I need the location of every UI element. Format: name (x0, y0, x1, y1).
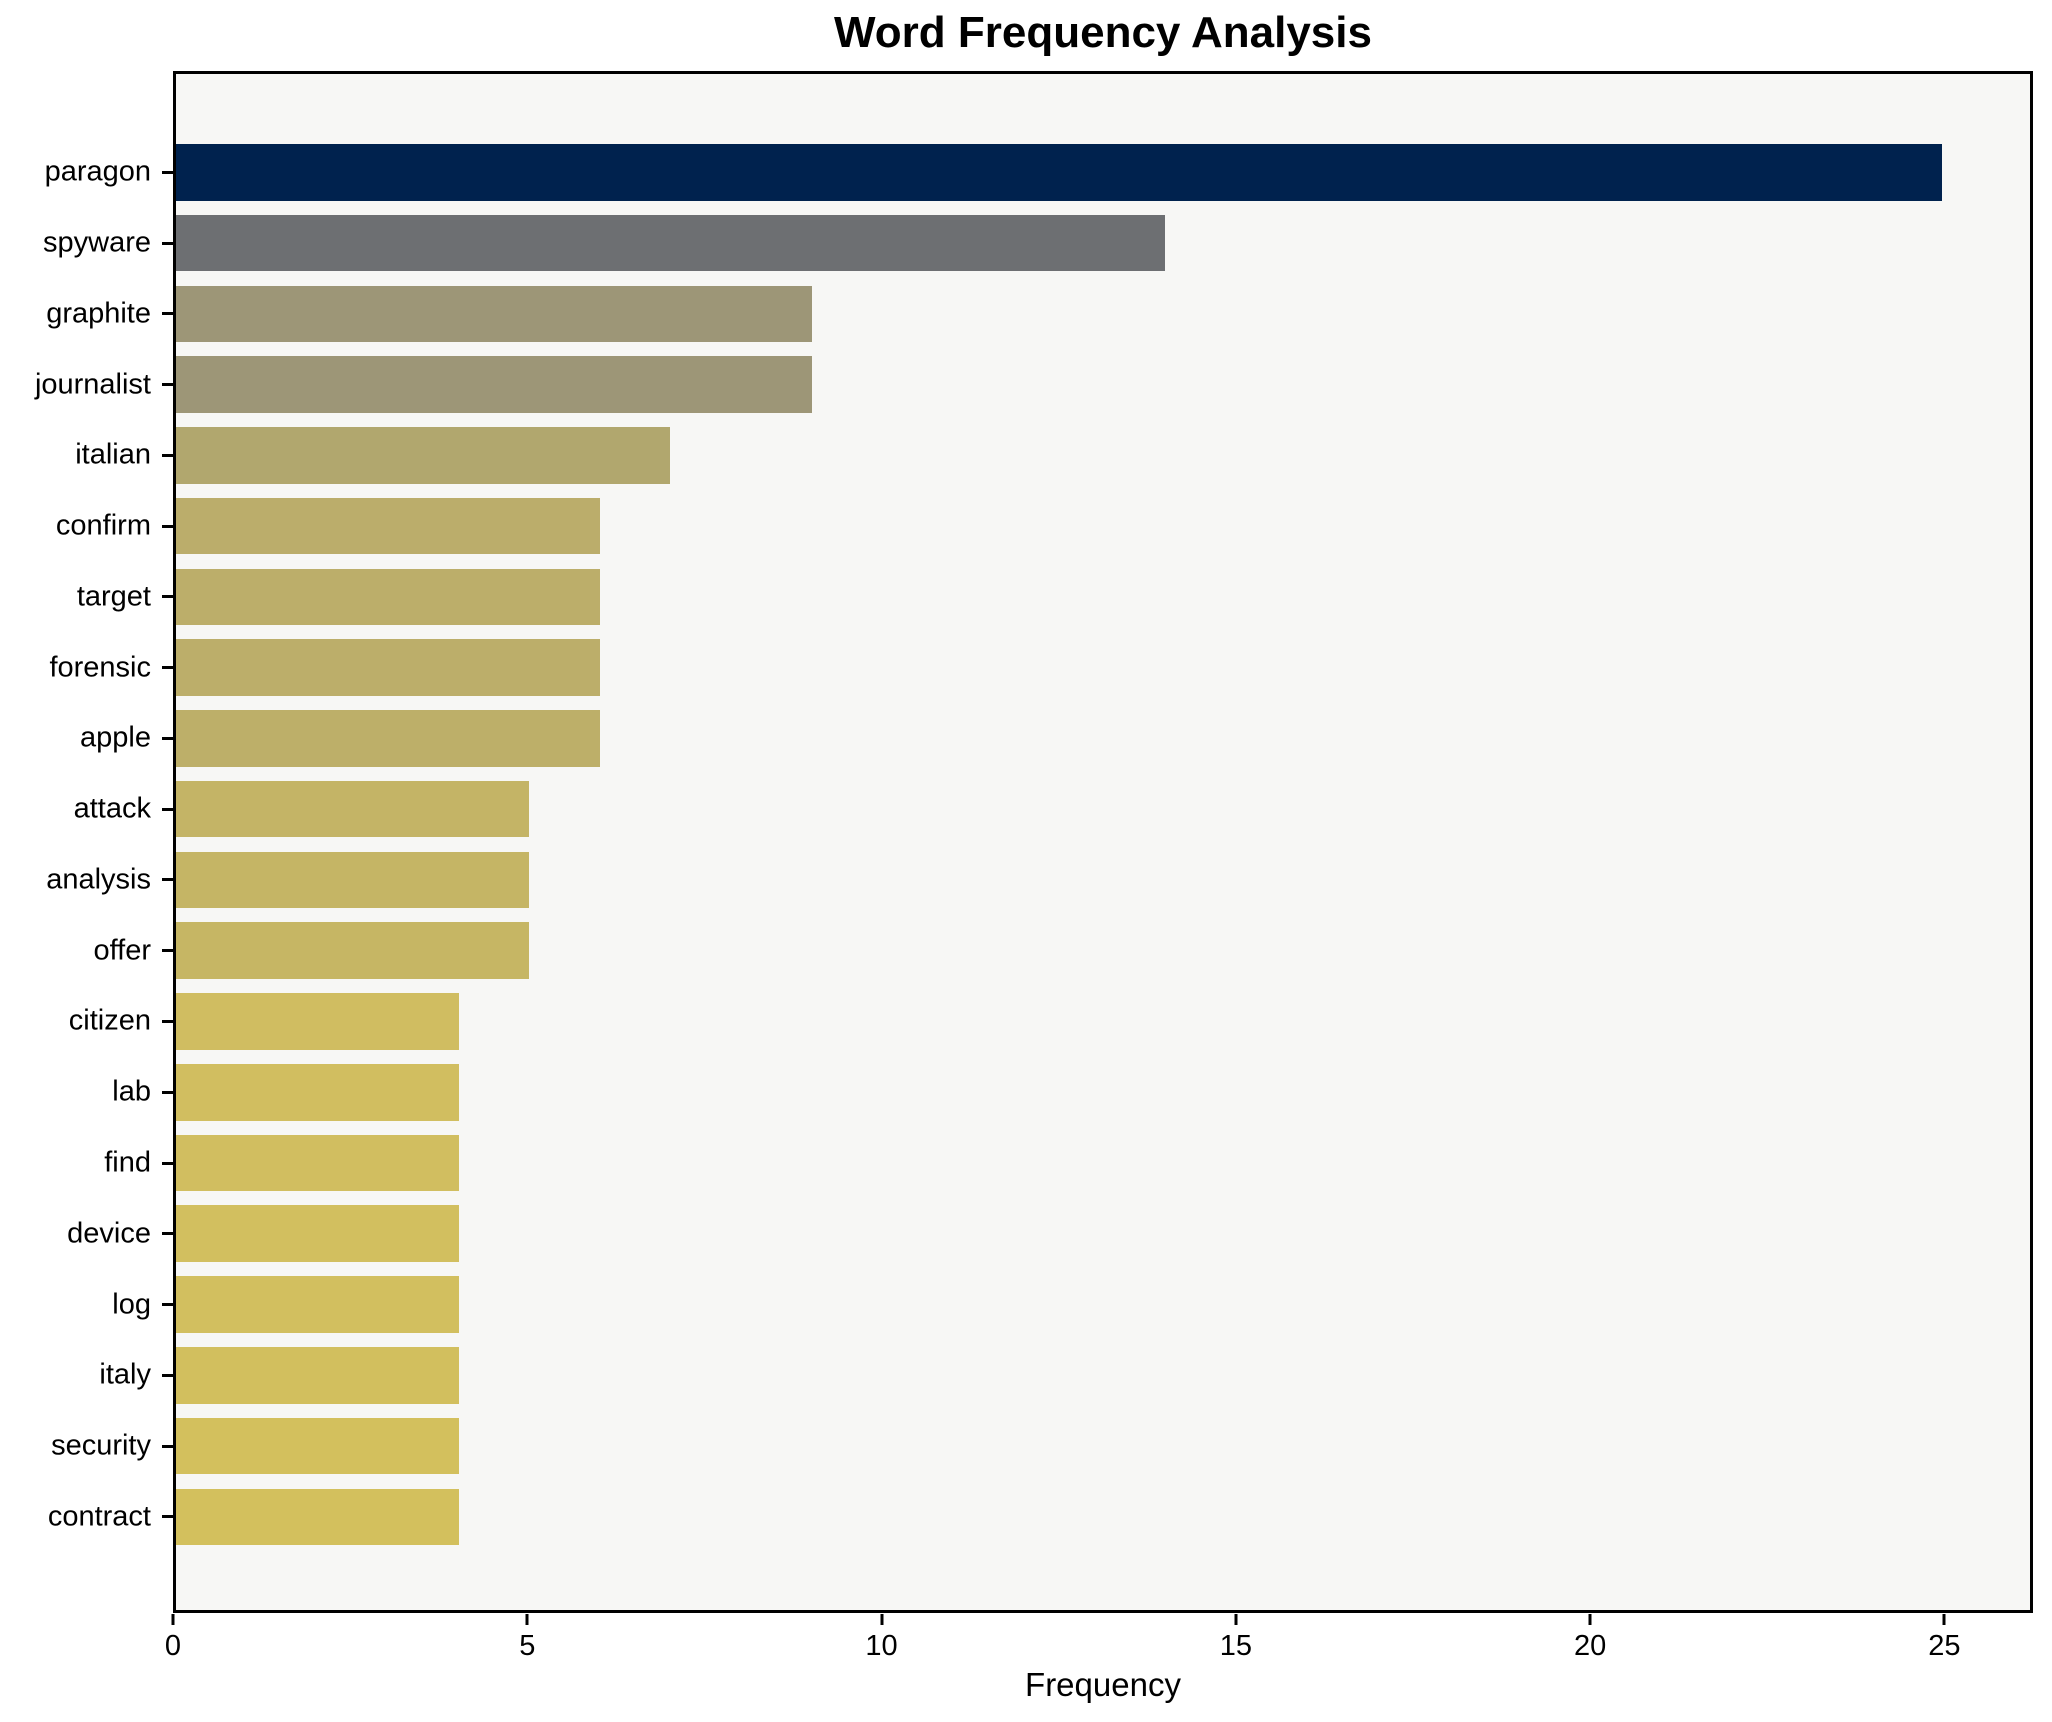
y-tick-label: italian (75, 438, 151, 471)
bar-row: lab (112, 1063, 2030, 1135)
bar-row: journalist (35, 356, 2030, 427)
y-tick-label: forensic (49, 651, 151, 684)
bar (176, 993, 459, 1050)
y-tick-mark (162, 1515, 173, 1519)
x-tick-mark (1234, 1614, 1238, 1625)
bar-row: confirm (56, 497, 2030, 569)
bar (176, 1205, 459, 1263)
x-tick-mark (880, 1614, 884, 1625)
y-tick-label: device (67, 1217, 151, 1250)
y-tick-mark (162, 1232, 173, 1236)
y-tick-mark (162, 807, 173, 811)
plot-area: paragon spyware graphite journalist italian c… (35, 71, 2033, 1613)
y-tick-mark (162, 312, 173, 316)
bar (176, 497, 600, 555)
y-tick-label: apple (80, 721, 151, 754)
y-tick-label: confirm (55, 509, 151, 542)
bar-row: device (67, 1205, 2030, 1276)
bar-row: log (112, 1276, 2030, 1347)
bar (176, 851, 530, 909)
y-tick-label: security (51, 1429, 151, 1462)
y-tick-mark (162, 1090, 173, 1094)
y-tick-label: offer (93, 934, 151, 967)
bar-row: spyware (43, 214, 2030, 286)
y-tick-label: attack (73, 792, 151, 825)
y-tick-label: italy (99, 1358, 151, 1391)
bar (176, 1417, 459, 1475)
bar-row: find (104, 1134, 2030, 1206)
bar (176, 356, 812, 413)
y-tick-label: spyware (43, 226, 151, 259)
bar (176, 780, 530, 838)
bar (176, 285, 812, 343)
bar (176, 144, 1942, 201)
y-tick-mark (162, 1444, 173, 1448)
y-tick-label: lab (112, 1075, 151, 1108)
bar (176, 922, 530, 980)
bar (176, 639, 600, 696)
y-tick-label: find (104, 1146, 151, 1179)
bar-row: forensic (49, 639, 2030, 710)
y-tick-label: contract (47, 1500, 151, 1533)
bars-container: paragon spyware graphite journalist italian c… (35, 144, 2030, 1560)
bar (176, 710, 600, 767)
x-tick-label: 20 (1574, 1630, 1607, 1662)
bar-row: security (51, 1417, 2030, 1489)
x-tick-mark (525, 1614, 529, 1625)
y-tick-label: graphite (46, 297, 151, 330)
x-tick-label: 0 (164, 1630, 182, 1662)
y-tick-mark (162, 666, 173, 670)
bar-row: italian (75, 427, 2030, 498)
bar (176, 1488, 459, 1546)
y-tick-mark (162, 595, 173, 599)
y-tick-mark (162, 383, 173, 387)
y-tick-mark (162, 1373, 173, 1377)
y-tick-label: target (76, 580, 151, 613)
x-tick-label: 25 (1928, 1630, 1961, 1662)
x-tick-mark (1942, 1614, 1946, 1625)
bar-row: attack (74, 780, 2030, 852)
bar-row: target (77, 568, 2030, 640)
x-tick-label: 10 (865, 1630, 898, 1662)
y-tick-label: journalist (34, 368, 151, 401)
bar (176, 1347, 459, 1404)
bar-row: analysis (46, 851, 2030, 923)
y-tick-label: citizen (68, 1004, 151, 1037)
y-tick-mark (162, 1161, 173, 1165)
y-tick-label: paragon (44, 155, 151, 188)
y-tick-label: analysis (46, 863, 151, 896)
x-axis-title: Frequency (1025, 1666, 1181, 1703)
x-tick-mark (1588, 1614, 1592, 1625)
x-tick-label: 5 (519, 1630, 536, 1662)
bar (176, 427, 671, 484)
bar-row: contract (48, 1488, 2030, 1560)
bar (176, 1134, 459, 1192)
y-tick-mark (162, 1019, 173, 1023)
y-tick-mark (162, 1303, 173, 1307)
bar-row: offer (93, 922, 2030, 993)
y-tick-mark (162, 949, 173, 953)
bar (176, 568, 600, 626)
bar-row: graphite (46, 285, 2030, 357)
bar-row: citizen (69, 993, 2030, 1064)
y-tick-mark (162, 170, 173, 174)
bar-row: apple (80, 710, 2030, 781)
y-tick-label: log (112, 1288, 151, 1321)
y-tick-mark (162, 453, 173, 457)
y-tick-mark (162, 878, 173, 882)
y-tick-mark (162, 524, 173, 528)
y-tick-mark (162, 736, 173, 740)
bar (176, 1276, 459, 1333)
x-tick-label: 15 (1219, 1630, 1252, 1662)
x-tick-mark (171, 1614, 175, 1625)
bar (176, 214, 1165, 272)
bar (176, 1063, 459, 1121)
bar-row: paragon (45, 144, 2030, 215)
chart-title: Word Frequency Analysis (834, 8, 1372, 57)
bar-row: italy (99, 1347, 2030, 1418)
y-tick-mark (162, 241, 173, 245)
